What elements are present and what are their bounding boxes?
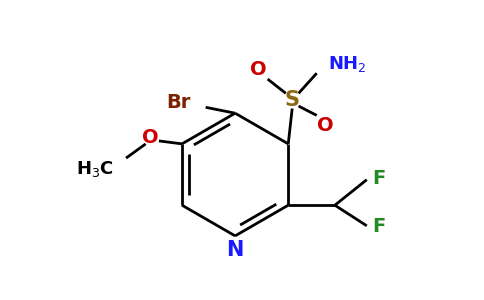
Text: Br: Br — [166, 93, 191, 112]
Text: O: O — [317, 116, 334, 135]
Text: N: N — [227, 240, 244, 260]
Text: H$_3$C: H$_3$C — [76, 159, 114, 179]
Text: O: O — [142, 128, 159, 148]
Text: O: O — [251, 60, 267, 79]
Text: S: S — [285, 90, 300, 110]
Text: F: F — [373, 169, 386, 188]
Text: F: F — [373, 217, 386, 236]
Text: NH$_2$: NH$_2$ — [328, 54, 366, 74]
